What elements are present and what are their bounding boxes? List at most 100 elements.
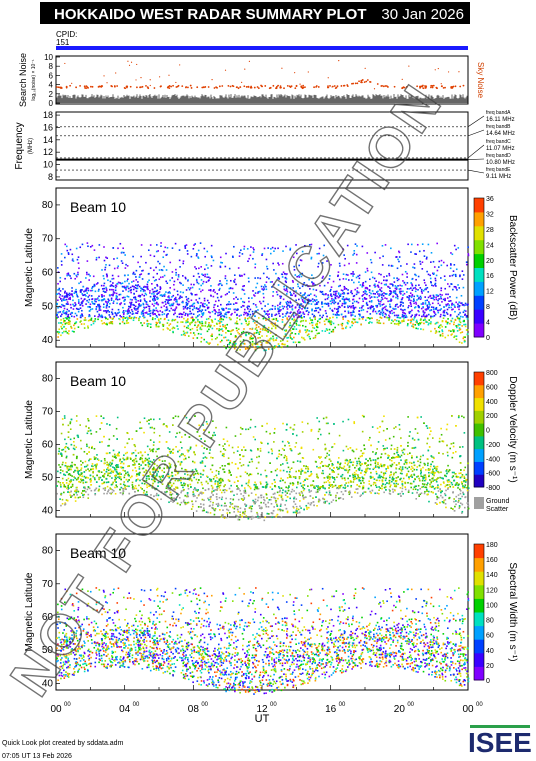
data-cell (244, 471, 247, 473)
data-cell (308, 335, 311, 338)
data-cell (240, 306, 243, 308)
data-cell (238, 318, 241, 321)
data-cell (434, 282, 437, 285)
data-cell (169, 261, 172, 264)
data-cell (384, 297, 386, 299)
data-cell (178, 249, 181, 251)
data-cell (56, 331, 59, 333)
data-cell (408, 288, 411, 290)
data-cell (318, 247, 321, 250)
data-cell (435, 298, 438, 301)
data-cell (271, 327, 273, 330)
data-cell (381, 308, 384, 311)
noise-tick-label: 2 (49, 90, 54, 99)
data-cell (112, 302, 115, 304)
data-cell (293, 268, 296, 271)
data-cell (235, 296, 237, 299)
data-cell (59, 311, 62, 313)
data-cell (458, 308, 460, 311)
data-cell (139, 479, 141, 482)
data-cell (85, 289, 88, 292)
data-cell (65, 312, 68, 315)
data-cell (174, 318, 177, 321)
data-cell (271, 281, 273, 283)
data-cell (175, 271, 177, 274)
data-cell (122, 315, 125, 318)
data-cell (248, 300, 250, 303)
colorbar-tick-label: 36 (486, 196, 494, 203)
data-cell (252, 247, 255, 249)
data-cell (144, 299, 146, 302)
data-cell (394, 290, 397, 292)
data-cell (70, 306, 72, 309)
data-cell (140, 244, 143, 246)
data-cell (310, 257, 313, 260)
noise-tick-label: 0 (49, 99, 54, 108)
data-cell (280, 346, 283, 349)
data-cell (58, 296, 61, 299)
data-cell (458, 304, 461, 307)
data-cell (187, 297, 190, 300)
data-cell (338, 294, 341, 297)
data-cell (247, 277, 250, 279)
data-cell (118, 298, 121, 301)
data-cell (397, 285, 399, 287)
data-cell (317, 301, 320, 303)
data-cell (322, 254, 325, 257)
data-cell (185, 244, 188, 246)
data-cell (341, 289, 344, 292)
data-cell (425, 308, 428, 310)
data-cell (312, 288, 315, 291)
panel-frame (55, 361, 469, 518)
data-cell (167, 302, 170, 305)
data-cell (304, 306, 307, 309)
data-cell (353, 471, 356, 474)
data-cell (230, 318, 232, 321)
data-cell (140, 313, 143, 315)
sky-noise-outlier (434, 69, 436, 71)
data-cell (106, 318, 109, 321)
data-cell (430, 309, 433, 311)
data-cell (447, 321, 449, 324)
data-cell (77, 302, 80, 304)
sky-noise-point (327, 85, 329, 88)
data-cell (148, 279, 150, 282)
data-cell (369, 306, 371, 309)
data-cell (333, 298, 335, 301)
data-cell (171, 271, 174, 273)
data-cell (71, 475, 73, 477)
data-cell (344, 327, 347, 329)
data-cell (257, 326, 260, 328)
data-cell (57, 316, 59, 318)
data-cell (304, 301, 307, 304)
data-cell (302, 300, 304, 302)
data-cell (126, 316, 128, 319)
data-cell (229, 330, 232, 333)
freq-tick-label: 16 (43, 122, 53, 132)
data-cell (74, 322, 76, 325)
data-cell (357, 301, 360, 304)
data-cell (86, 260, 89, 262)
data-cell (296, 320, 298, 322)
sky-noise-point (405, 86, 408, 88)
data-cell (103, 295, 105, 297)
data-cell (122, 310, 125, 312)
data-cell (293, 316, 295, 318)
sky-noise-point (459, 85, 462, 88)
data-cell (123, 299, 126, 302)
sky-noise-outlier (331, 86, 333, 88)
data-cell (370, 484, 372, 487)
data-cell (365, 301, 368, 304)
data-cell (228, 291, 230, 293)
data-cell (138, 305, 141, 307)
data-cell (73, 292, 76, 295)
data-cell (262, 328, 264, 330)
data-cell (90, 324, 93, 326)
data-cell (271, 286, 273, 288)
data-cell (435, 296, 437, 299)
data-cell (217, 284, 220, 286)
data-cell (176, 325, 178, 327)
data-cell (295, 322, 298, 325)
sky-noise-point (356, 82, 359, 85)
data-cell (408, 304, 410, 307)
